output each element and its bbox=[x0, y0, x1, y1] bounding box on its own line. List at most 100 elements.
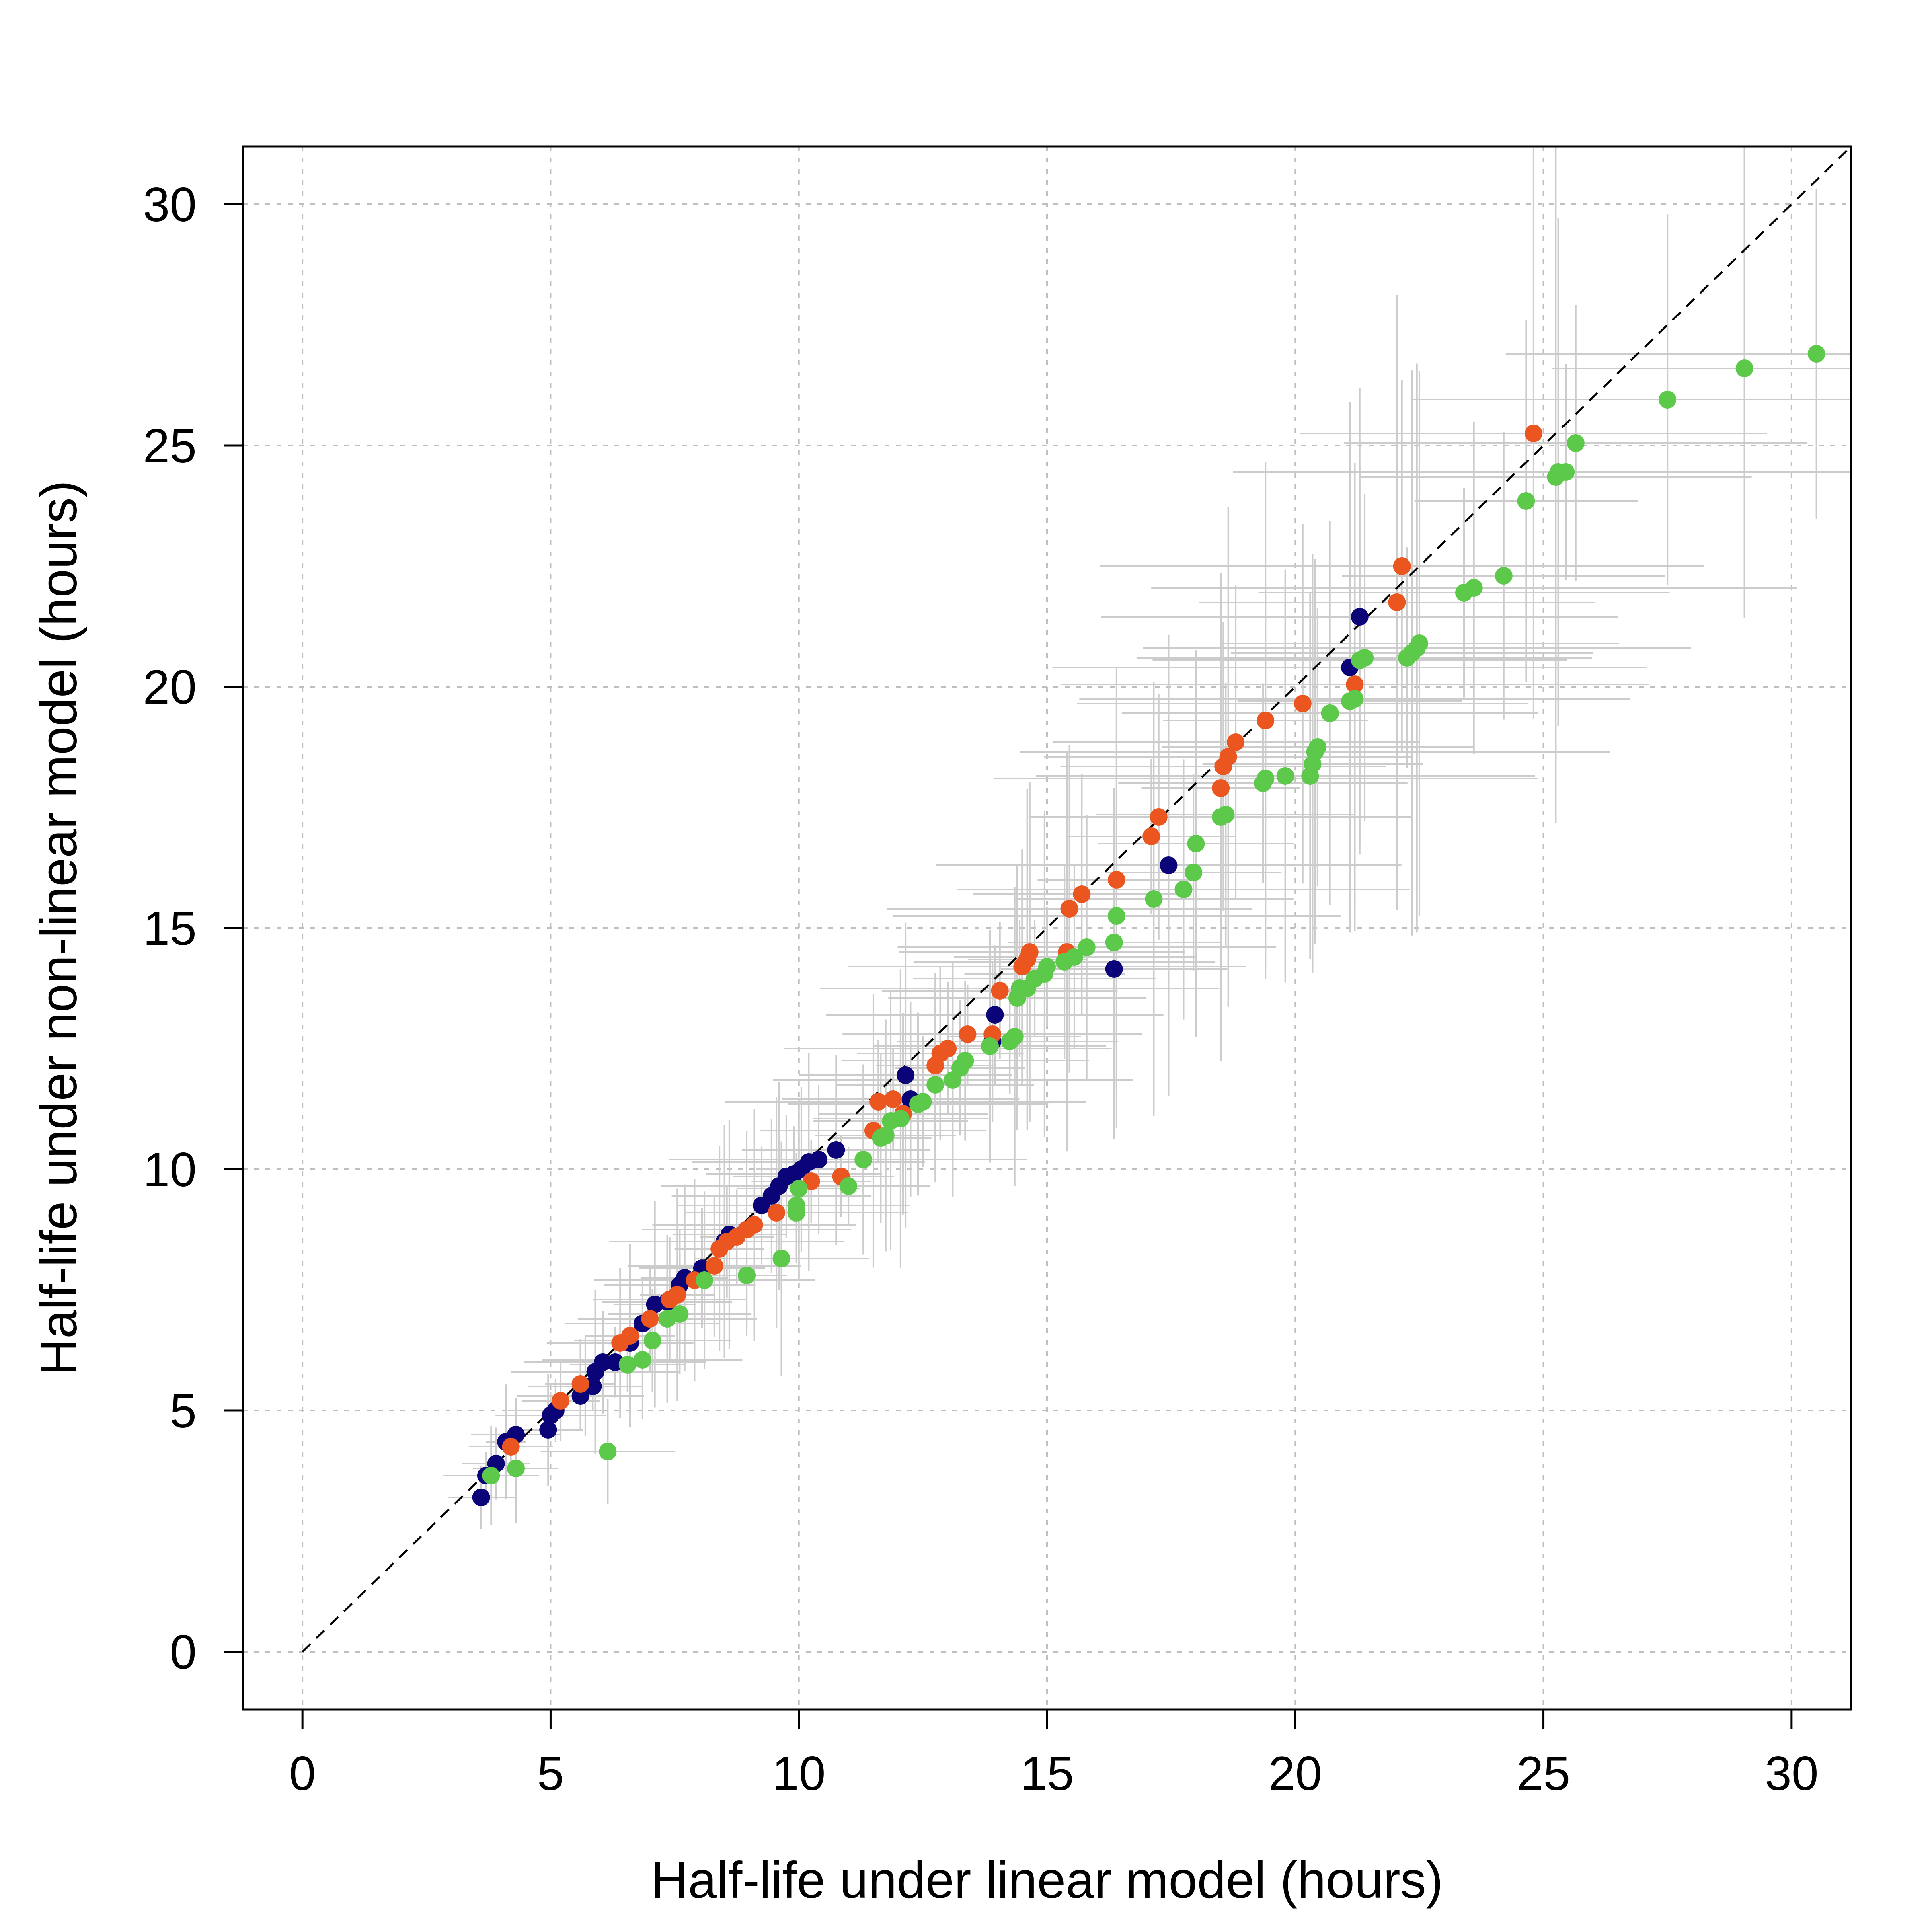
data-point-series-3 bbox=[914, 1093, 932, 1111]
data-point-series-2 bbox=[1219, 748, 1237, 766]
data-point-series-3 bbox=[772, 1250, 790, 1267]
data-point-series-2 bbox=[502, 1438, 520, 1456]
x-tick-label: 20 bbox=[1269, 1747, 1322, 1801]
data-point-series-2 bbox=[884, 1090, 902, 1108]
data-point-series-1 bbox=[897, 1066, 915, 1084]
y-tick-label: 25 bbox=[143, 419, 197, 473]
data-point-series-1 bbox=[1351, 608, 1369, 626]
data-point-series-3 bbox=[1308, 738, 1326, 756]
data-point-series-3 bbox=[696, 1271, 714, 1289]
data-point-series-3 bbox=[1174, 881, 1193, 898]
x-axis-title: Half-life under linear model (hours) bbox=[651, 1852, 1443, 1909]
data-point-series-2 bbox=[1060, 900, 1078, 918]
x-axis: 0 5 10 15 20 25 30 bbox=[289, 1710, 1819, 1801]
data-point-series-3 bbox=[1107, 907, 1125, 925]
data-point-series-2 bbox=[1073, 885, 1091, 903]
data-point-series-3 bbox=[482, 1467, 500, 1484]
y-tick-label: 15 bbox=[143, 901, 197, 955]
y-tick-label: 0 bbox=[170, 1625, 197, 1679]
data-point-series-2 bbox=[745, 1216, 763, 1234]
data-point-series-3 bbox=[1078, 938, 1096, 956]
data-point-series-2 bbox=[705, 1257, 723, 1275]
data-point-series-3 bbox=[1276, 767, 1294, 785]
data-point-series-2 bbox=[621, 1327, 639, 1345]
data-point-series-1 bbox=[986, 1006, 1004, 1024]
data-point-series-3 bbox=[1257, 770, 1275, 787]
data-point-series-3 bbox=[507, 1460, 525, 1477]
data-point-series-3 bbox=[1735, 359, 1753, 377]
data-point-series-2 bbox=[959, 1025, 977, 1043]
data-point-series-3 bbox=[1105, 934, 1123, 951]
data-point-series-3 bbox=[738, 1267, 756, 1284]
data-point-series-3 bbox=[1006, 1028, 1024, 1045]
data-point-series-3 bbox=[1187, 835, 1205, 852]
data-point-series-2 bbox=[991, 982, 1009, 1000]
y-axis: 0 5 10 15 20 25 30 bbox=[143, 178, 243, 1679]
data-point-series-2 bbox=[552, 1392, 570, 1410]
data-point-series-3 bbox=[790, 1180, 808, 1197]
x-tick-label: 30 bbox=[1765, 1747, 1818, 1801]
data-point-series-2 bbox=[1107, 871, 1125, 889]
data-point-series-3 bbox=[1038, 958, 1056, 975]
data-point-series-3 bbox=[1517, 492, 1535, 510]
data-point-series-2 bbox=[1150, 808, 1168, 826]
data-point-series-1 bbox=[827, 1141, 845, 1159]
data-point-series-3 bbox=[671, 1305, 689, 1323]
data-point-series-3 bbox=[840, 1177, 858, 1195]
data-point-series-1 bbox=[539, 1421, 557, 1439]
data-point-series-3 bbox=[1321, 704, 1339, 722]
y-tick-label: 5 bbox=[170, 1384, 197, 1438]
data-point-series-3 bbox=[1567, 434, 1585, 452]
data-points bbox=[472, 345, 1825, 1506]
data-point-series-1 bbox=[1160, 856, 1178, 874]
data-point-series-2 bbox=[1294, 695, 1312, 712]
data-point-series-3 bbox=[854, 1151, 873, 1168]
identity-reference-line bbox=[302, 146, 1852, 1653]
data-point-series-1 bbox=[810, 1151, 828, 1168]
data-point-series-2 bbox=[1212, 779, 1230, 797]
data-point-series-2 bbox=[1020, 943, 1039, 961]
data-point-series-3 bbox=[618, 1356, 636, 1374]
data-point-series-3 bbox=[1065, 948, 1083, 966]
data-point-series-3 bbox=[1557, 463, 1575, 481]
data-point-series-3 bbox=[1410, 634, 1428, 652]
data-point-series-2 bbox=[1346, 675, 1364, 693]
data-point-series-3 bbox=[633, 1351, 651, 1369]
data-point-series-2 bbox=[1524, 425, 1542, 442]
data-point-series-3 bbox=[1346, 690, 1364, 708]
data-point-series-3 bbox=[1659, 391, 1677, 409]
data-point-series-3 bbox=[981, 1037, 999, 1055]
data-point-series-1 bbox=[1105, 960, 1123, 978]
data-point-series-3 bbox=[1495, 567, 1513, 585]
y-tick-label: 20 bbox=[143, 660, 197, 714]
x-tick-label: 5 bbox=[537, 1747, 564, 1801]
y-tick-label: 10 bbox=[143, 1143, 197, 1197]
y-tick-label: 30 bbox=[143, 178, 197, 232]
data-point-series-3 bbox=[1185, 864, 1203, 881]
data-point-series-2 bbox=[768, 1204, 786, 1222]
data-point-series-1 bbox=[472, 1489, 490, 1506]
data-point-series-2 bbox=[668, 1286, 686, 1304]
data-point-series-3 bbox=[1807, 345, 1825, 363]
y-axis-title: Half-life under non-linear model (hours) bbox=[30, 480, 88, 1376]
data-point-series-3 bbox=[956, 1052, 974, 1070]
data-point-series-3 bbox=[891, 1110, 910, 1127]
data-point-series-3 bbox=[1356, 649, 1374, 667]
data-point-series-2 bbox=[939, 1040, 957, 1057]
data-point-series-2 bbox=[641, 1310, 659, 1328]
data-point-series-3 bbox=[787, 1197, 805, 1214]
data-point-series-1 bbox=[594, 1353, 612, 1371]
data-point-series-2 bbox=[869, 1093, 887, 1111]
x-tick-label: 25 bbox=[1517, 1747, 1570, 1801]
x-tick-label: 0 bbox=[289, 1747, 316, 1801]
data-point-series-2 bbox=[571, 1375, 589, 1393]
data-point-series-3 bbox=[926, 1076, 944, 1094]
data-point-series-3 bbox=[877, 1127, 895, 1144]
data-point-series-2 bbox=[1227, 733, 1245, 751]
data-point-series-2 bbox=[1393, 557, 1411, 575]
data-point-series-2 bbox=[1142, 827, 1160, 845]
x-tick-label: 10 bbox=[772, 1747, 825, 1801]
data-point-series-2 bbox=[1388, 593, 1406, 611]
